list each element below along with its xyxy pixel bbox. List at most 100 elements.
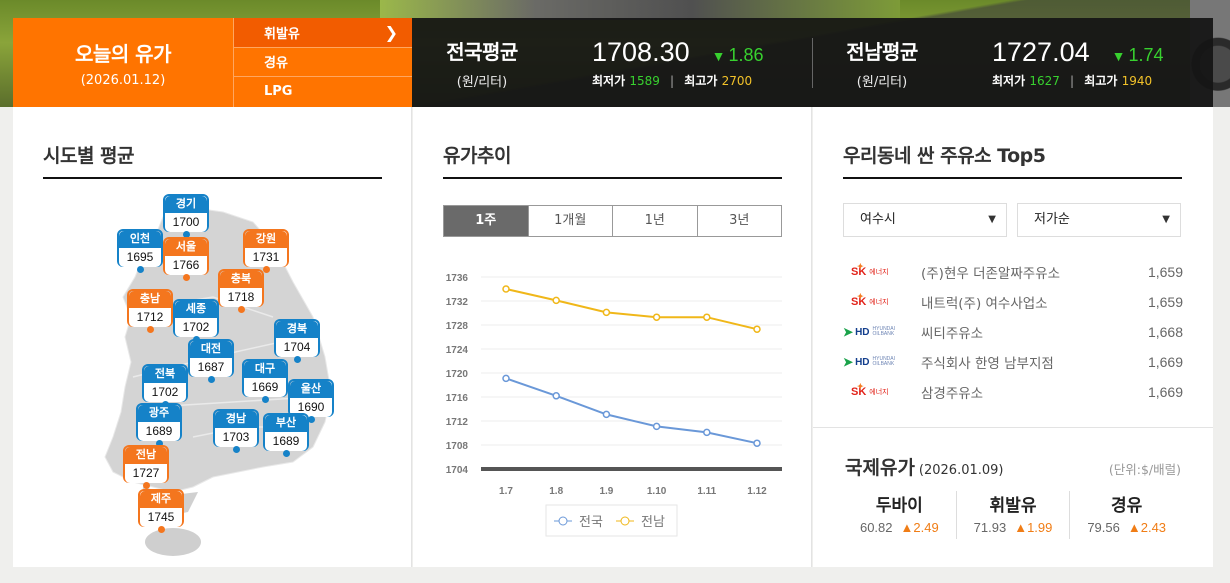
data-point[interactable] bbox=[703, 313, 711, 321]
region-name: 부산 bbox=[265, 415, 307, 432]
data-point[interactable] bbox=[753, 439, 761, 447]
region-price: 1702 bbox=[175, 318, 217, 337]
pin-dot bbox=[183, 274, 190, 281]
region-pin-daegu[interactable]: 대구 1669 bbox=[242, 359, 288, 403]
region-pin-ulsan[interactable]: 울산 1690 bbox=[288, 379, 334, 423]
unit-label: (원/리터) bbox=[856, 74, 908, 90]
fuel-menu-lpg[interactable]: LPG bbox=[234, 77, 412, 107]
intl-item-value: 71.93 bbox=[973, 520, 1007, 535]
region-pin-gwangju[interactable]: 광주 1689 bbox=[136, 403, 182, 447]
y-tick-label: 1716 bbox=[446, 393, 469, 404]
pin-dot bbox=[208, 376, 215, 383]
data-point[interactable] bbox=[602, 308, 611, 317]
fuel-menu-diesel[interactable]: 경유 bbox=[234, 48, 412, 78]
region-name: 전남 bbox=[125, 447, 167, 464]
region-price: 1695 bbox=[119, 248, 161, 267]
data-point[interactable] bbox=[652, 422, 661, 431]
period-tabs: 1주 1개월 1년 3년 bbox=[443, 205, 782, 237]
region-name: 강원 bbox=[245, 231, 287, 248]
intl-item-gasoline: 휘발유 71.93 ▲1.99 bbox=[957, 491, 1071, 539]
region-name: 전북 bbox=[144, 366, 186, 383]
region-pin-chungbuk[interactable]: 충북 1718 bbox=[218, 269, 264, 313]
region-pin-jeonnam[interactable]: 전남 1727 bbox=[123, 445, 169, 489]
unit-label: (원/리터) bbox=[456, 74, 508, 90]
tab-1-month[interactable]: 1개월 bbox=[529, 206, 613, 236]
pin-dot bbox=[238, 306, 245, 313]
region-pin-gangwon[interactable]: 강원 1731 bbox=[243, 229, 289, 273]
change-value: 1.74 bbox=[1128, 44, 1164, 65]
region-pin-sejong[interactable]: 세종 1702 bbox=[173, 299, 219, 343]
up-triangle-icon: ▲ bbox=[1014, 520, 1028, 535]
region-pin-jeonbuk[interactable]: 전북 1702 bbox=[142, 364, 188, 408]
y-tick-label: 1728 bbox=[446, 321, 469, 332]
sk-energy-logo-icon: ✦ SK 에너지 bbox=[851, 382, 889, 398]
station-price: 1,659 bbox=[1147, 294, 1183, 310]
legend-marker-icon bbox=[558, 516, 568, 526]
station-row[interactable]: ✦ SK 에너지 삼경주유소 1,669 bbox=[843, 377, 1183, 407]
region-pin-busan[interactable]: 부산 1689 bbox=[263, 413, 309, 457]
data-point[interactable] bbox=[652, 313, 661, 321]
intl-item-name: 두바이 bbox=[875, 496, 923, 516]
data-point[interactable] bbox=[502, 285, 510, 293]
station-row[interactable]: ➤ HD HYUNDAI OILBANK 씨티주유소 1,668 bbox=[843, 317, 1183, 347]
station-row[interactable]: ✦ SK 에너지 (주)현우 더존알짜주유소 1,659 bbox=[843, 257, 1183, 287]
data-point[interactable] bbox=[703, 428, 711, 437]
region-price: 1702 bbox=[144, 383, 186, 402]
data-point[interactable] bbox=[753, 325, 761, 333]
data-point[interactable] bbox=[552, 296, 560, 305]
tab-1-week[interactable]: 1주 bbox=[444, 206, 529, 236]
region-pin-chungnam[interactable]: 충남 1712 bbox=[127, 289, 173, 333]
station-name: 씨티주유소 bbox=[921, 326, 984, 342]
station-price: 1,659 bbox=[1147, 264, 1183, 280]
pin-dot bbox=[158, 526, 165, 533]
data-point[interactable] bbox=[552, 392, 560, 400]
intl-item-dubai: 두바이 60.82 ▲2.49 bbox=[843, 491, 957, 539]
up-triangle-icon: ▲ bbox=[1127, 520, 1141, 535]
price-trend-chart: 1704 1708 1712 1716 1720 1724 1728 1732 1736 1.7 1… bbox=[446, 273, 782, 537]
intl-date: (2026.01.09) bbox=[918, 463, 1004, 478]
fuel-menu-gasoline[interactable]: 휘발유 ❯ bbox=[234, 18, 412, 48]
high-price-label: 최고가 bbox=[684, 73, 718, 88]
separator: | bbox=[670, 73, 675, 88]
today-title: 오늘의 유가 bbox=[75, 41, 171, 66]
tab-3-year[interactable]: 3년 bbox=[729, 213, 750, 228]
region-name: 세종 bbox=[175, 301, 217, 318]
y-tick-label: 1712 bbox=[446, 417, 469, 428]
station-row[interactable]: ✦ SK 에너지 내트럭(주) 여수사업소 1,659 bbox=[843, 287, 1183, 317]
region-pin-jeju[interactable]: 제주 1745 bbox=[138, 489, 184, 533]
region-price: 1704 bbox=[276, 338, 318, 357]
region-pin-daejeon[interactable]: 대전 1687 bbox=[188, 339, 234, 383]
region-price: 1687 bbox=[190, 358, 232, 377]
region-name: 울산 bbox=[290, 381, 332, 398]
tab-1-year[interactable]: 1년 bbox=[613, 206, 698, 236]
legend-label: 전국 bbox=[579, 515, 603, 530]
region-pin-gyeongbuk[interactable]: 경북 1704 bbox=[274, 319, 320, 363]
region-pin-gyeongnam[interactable]: 경남 1703 bbox=[213, 409, 259, 453]
region-price: 1703 bbox=[215, 428, 257, 447]
station-price: 1,668 bbox=[1147, 324, 1183, 340]
region-name: 경북 bbox=[276, 321, 318, 338]
fuel-menu-label: 휘발유 bbox=[264, 26, 300, 42]
pin-dot bbox=[137, 266, 144, 273]
average-price-box: 전국평균 (원/리터) 1708.30 ▼ 1.86 최저가 1589 | 최고가… bbox=[412, 18, 1213, 107]
y-tick-label: 1720 bbox=[446, 369, 469, 380]
region-price: 1727 bbox=[125, 464, 167, 483]
region-price: 1745 bbox=[140, 508, 182, 527]
section-underline bbox=[843, 177, 1182, 179]
region-pin-gyeonggi[interactable]: 경기 1700 bbox=[163, 194, 209, 238]
series-line bbox=[505, 288, 758, 331]
region-name: 제주 bbox=[140, 491, 182, 508]
region-select-value: 여수시 bbox=[860, 212, 896, 227]
region-pin-incheon[interactable]: 인천 1695 bbox=[117, 229, 163, 273]
region-price: 1766 bbox=[165, 256, 207, 275]
data-point[interactable] bbox=[602, 410, 611, 419]
region-pin-seoul[interactable]: 서울 1766 bbox=[163, 237, 209, 281]
caret-down-icon: ▼ bbox=[988, 214, 996, 225]
station-row[interactable]: ➤ HD HYUNDAI OILBANK 주식회사 한영 남부지점 1,669 bbox=[843, 347, 1183, 377]
region-select[interactable]: 여수시 ▼ bbox=[843, 203, 1007, 237]
data-point[interactable] bbox=[502, 374, 510, 383]
region-name: 인천 bbox=[119, 231, 161, 248]
sort-select[interactable]: 저가순 ▼ bbox=[1017, 203, 1181, 237]
station-name: (주)현우 더존알짜주유소 bbox=[921, 266, 1061, 282]
regional-average-label: 전남평균 bbox=[846, 39, 918, 64]
